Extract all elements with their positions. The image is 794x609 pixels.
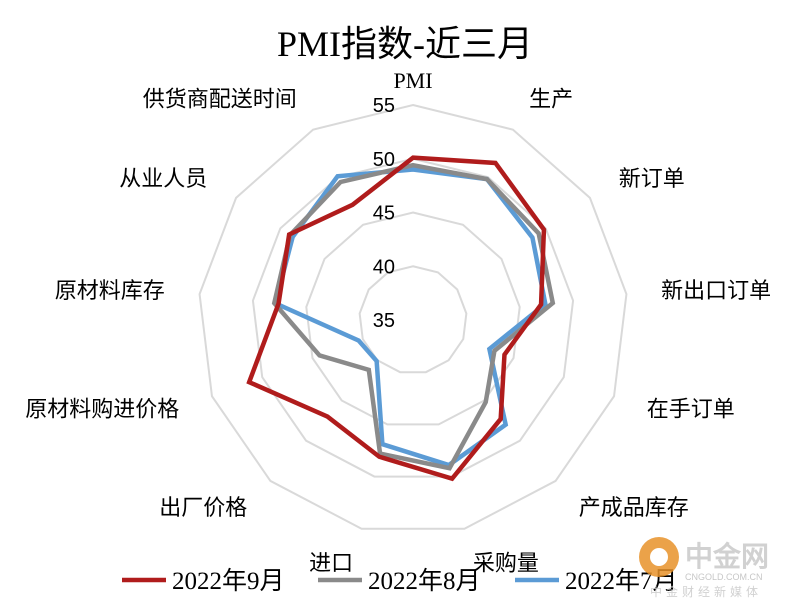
legend-label: 2022年9月 bbox=[172, 567, 285, 595]
tick-label: 55 bbox=[373, 95, 395, 117]
axis-label: 产成品库存 bbox=[579, 495, 689, 520]
chart-title: PMI指数-近三月 bbox=[277, 24, 533, 64]
grid-ring bbox=[305, 211, 521, 426]
legend-label: 2022年8月 bbox=[368, 567, 481, 595]
tick-label: 35 bbox=[373, 310, 395, 332]
tick-label: 45 bbox=[373, 203, 395, 225]
grid-ring bbox=[251, 157, 575, 478]
watermark-logo-text: 中金网 bbox=[685, 540, 769, 572]
series-line-0 bbox=[246, 155, 547, 482]
axis-label: 原材料库存 bbox=[55, 278, 165, 303]
axis-label: 进口 bbox=[309, 551, 353, 576]
watermark-tagline: 中金财经新媒体 bbox=[650, 584, 762, 599]
logo-inner-icon bbox=[650, 548, 668, 566]
axis-label: 原材料购进价格 bbox=[25, 397, 179, 422]
axis-label: PMI bbox=[393, 68, 432, 93]
axis-label: 出厂价格 bbox=[159, 495, 247, 520]
tick-label: 40 bbox=[373, 256, 395, 278]
axis-label: 生产 bbox=[529, 87, 573, 112]
grid-ring bbox=[198, 103, 628, 530]
axis-label: 从业人员 bbox=[119, 166, 207, 191]
watermark-sub-text: CNGOLD.COM.CN bbox=[685, 572, 763, 582]
axis-label: 新出口订单 bbox=[661, 278, 771, 303]
series-line-2 bbox=[272, 167, 548, 468]
tick-label: 50 bbox=[373, 149, 395, 171]
axis-label: 新订单 bbox=[619, 166, 685, 191]
axis-label: 在手订单 bbox=[647, 397, 735, 422]
watermark-logo: 中金网 CNGOLD.COM.CN 中金财经新媒体 bbox=[639, 537, 769, 599]
grid-ring bbox=[358, 265, 468, 374]
axis-label: 供货商配送时间 bbox=[143, 87, 297, 112]
axis-label: 采购量 bbox=[473, 551, 539, 576]
